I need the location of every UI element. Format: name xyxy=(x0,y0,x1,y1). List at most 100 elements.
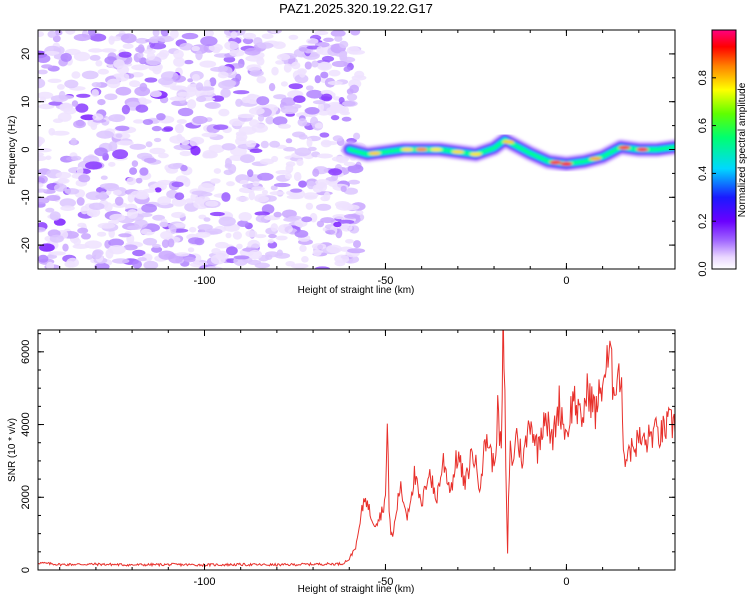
noise-blob xyxy=(288,83,303,90)
noise-blob xyxy=(123,244,138,251)
noise-blob xyxy=(323,37,334,42)
noise-blob xyxy=(340,223,353,232)
noise-blob xyxy=(75,103,89,113)
noise-blob xyxy=(311,60,319,68)
noise-blob xyxy=(221,143,236,151)
noise-blob xyxy=(94,262,110,269)
noise-blob xyxy=(280,97,296,107)
noise-blob xyxy=(312,100,326,105)
noise-blob xyxy=(85,191,103,200)
noise-blob xyxy=(341,116,352,122)
noise-blob xyxy=(218,108,230,117)
noise-blob xyxy=(106,78,121,89)
noise-blob xyxy=(188,237,203,245)
noise-blob xyxy=(171,75,186,83)
noise-blob xyxy=(108,238,124,247)
noise-blob xyxy=(173,223,186,228)
noise-blob xyxy=(301,216,313,223)
noise-blob xyxy=(126,177,137,186)
noise-blob xyxy=(118,51,132,58)
noise-blob xyxy=(236,196,249,202)
noise-blob xyxy=(294,74,309,84)
x-tick-label: 0 xyxy=(563,576,569,588)
noise-blob xyxy=(81,70,99,80)
noise-blob xyxy=(189,226,197,233)
track-hotspot xyxy=(401,147,414,152)
noise-blob xyxy=(115,86,132,96)
noise-blob xyxy=(276,249,283,257)
noise-blob xyxy=(183,177,191,187)
noise-blob xyxy=(283,146,296,152)
spectrogram-y-ticks: -20 -10 0 10 20 xyxy=(20,29,675,270)
noise-blob xyxy=(173,144,191,151)
noise-blob xyxy=(38,137,43,147)
noise-blob xyxy=(71,71,81,79)
noise-blob xyxy=(77,222,87,228)
noise-blob xyxy=(348,179,360,185)
noise-blob xyxy=(90,122,98,130)
noise-blob xyxy=(257,172,274,181)
noise-blob xyxy=(95,60,103,67)
colorbar-tick-label: 0.2 xyxy=(697,214,709,229)
noise-blob xyxy=(268,83,276,92)
noise-blob xyxy=(70,137,77,146)
noise-blob xyxy=(318,102,324,113)
noise-blob xyxy=(94,147,108,157)
noise-blob xyxy=(271,66,279,76)
noise-blob xyxy=(314,122,323,129)
noise-blob xyxy=(226,181,235,187)
noise-blob xyxy=(146,52,156,61)
noise-blob xyxy=(240,154,255,164)
x-tick-label: -100 xyxy=(193,275,215,287)
snr-x-ticks: -100 -50 0 xyxy=(59,330,676,588)
noise-blob xyxy=(129,80,141,88)
snr-y-ticks: 0 2000 4000 6000 xyxy=(20,333,675,573)
noise-blob xyxy=(319,132,330,138)
noise-blob xyxy=(133,119,145,124)
noise-blob xyxy=(275,60,285,65)
noise-blob xyxy=(154,187,162,193)
noise-blob xyxy=(59,198,76,208)
noise-blob xyxy=(38,54,51,63)
noise-blob xyxy=(171,197,187,207)
track-hotspot xyxy=(502,139,515,144)
noise-blob xyxy=(239,179,249,185)
noise-blob xyxy=(121,104,130,115)
noise-blob xyxy=(223,56,236,63)
noise-blob xyxy=(267,239,274,244)
noise-blob xyxy=(320,89,333,95)
noise-blob xyxy=(187,78,194,83)
y-tick-label: 0 xyxy=(20,567,32,573)
snr-panel: -100 -50 0 0 2000 4000 6000 Height of straigh… xyxy=(7,329,676,595)
snr-series-line xyxy=(38,330,675,568)
noise-blob xyxy=(334,35,343,42)
noise-blob xyxy=(251,186,265,191)
track-hotspot xyxy=(469,152,482,157)
noise-blob xyxy=(184,59,194,65)
noise-blob xyxy=(215,241,229,249)
spectrogram-x-axis-label: Height of straight line (km) xyxy=(298,285,415,296)
colorbar-tick-label: 0.8 xyxy=(697,70,709,85)
noise-blob xyxy=(172,85,183,91)
noise-blob xyxy=(81,233,91,240)
noise-blob xyxy=(327,80,343,86)
noise-blob xyxy=(326,244,342,254)
noise-blob xyxy=(55,171,72,179)
noise-blob xyxy=(272,41,286,49)
noise-blob xyxy=(177,91,190,97)
noise-blob xyxy=(210,178,221,184)
noise-blob xyxy=(137,257,147,262)
noise-blob xyxy=(316,203,332,211)
noise-blob xyxy=(265,116,275,125)
noise-blob xyxy=(73,51,91,62)
noise-blob xyxy=(140,228,152,235)
noise-blob xyxy=(76,93,91,98)
noise-blob xyxy=(269,140,281,148)
noise-blob xyxy=(248,190,255,201)
noise-blob xyxy=(65,30,76,35)
noise-blob xyxy=(229,49,245,57)
noise-blob xyxy=(331,173,339,181)
noise-blob xyxy=(185,198,194,204)
figure-title: PAZ1.2025.320.19.22.G17 xyxy=(279,1,433,16)
noise-blob xyxy=(286,194,304,200)
